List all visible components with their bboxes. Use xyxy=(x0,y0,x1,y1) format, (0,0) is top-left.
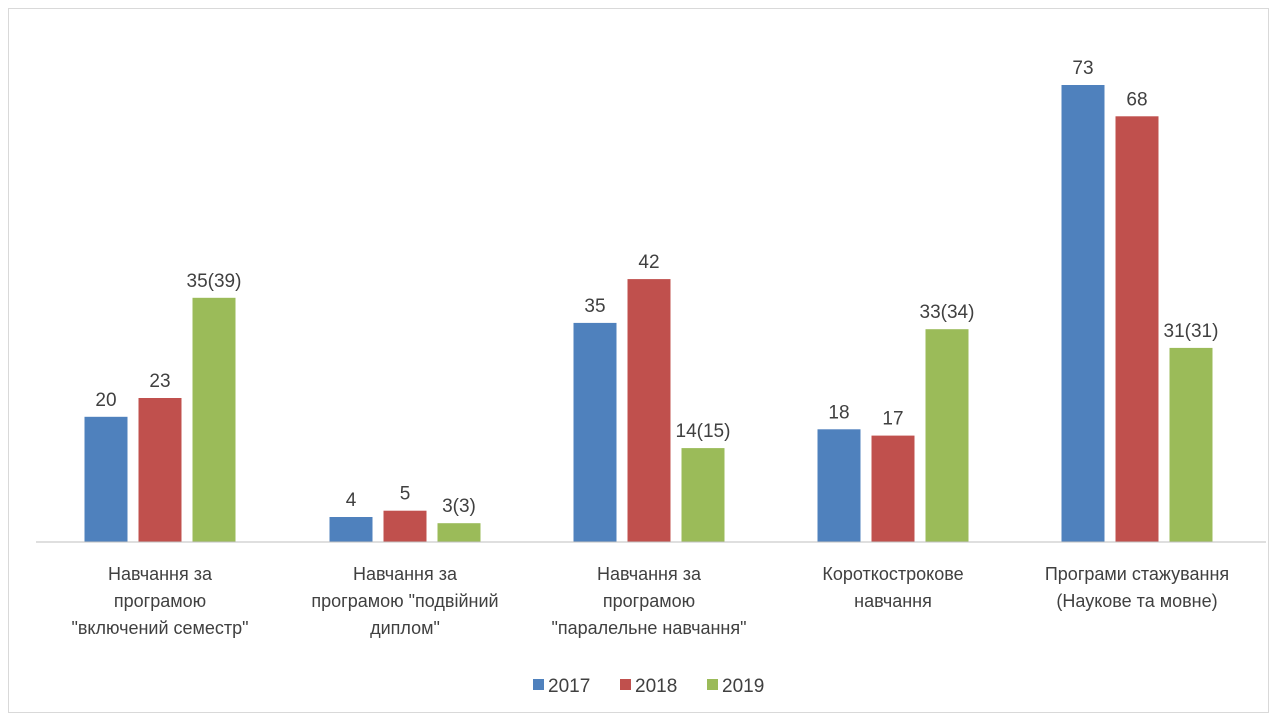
category-label-2: Навчання за програмою "подвійний диплом" xyxy=(311,564,498,638)
bar-2017-cat-5 xyxy=(1061,85,1105,542)
data-labels-layer: 20 4 35 18 73 23 5 42 17 68 35(39) 3(3) 14(15) 33(34)… xyxy=(95,58,1218,517)
data-label-2017-cat-5: 73 xyxy=(1072,58,1093,79)
category-labels-layer: Навчання за програмою "включений семестр" Н… xyxy=(71,564,1229,638)
legend-label-2018: 2018 xyxy=(635,676,677,697)
bar-2017-cat-3 xyxy=(573,322,617,542)
data-label-2017-cat-1: 20 xyxy=(95,390,116,411)
data-label-2019-cat-3: 14(15) xyxy=(676,421,731,442)
data-label-2017-cat-4: 18 xyxy=(828,402,849,423)
bar-2019-cat-2 xyxy=(437,523,481,542)
legend-label-2019: 2019 xyxy=(722,676,764,697)
data-label-2017-cat-3: 35 xyxy=(584,296,605,317)
category-label-1: Навчання за програмою "включений семестр" xyxy=(71,564,248,638)
bar-2017-cat-2 xyxy=(329,517,373,542)
category-label-3: Навчання за програмою "паралельне навчання… xyxy=(551,564,746,638)
data-label-2018-cat-4: 17 xyxy=(882,409,903,430)
legend-swatch-2017 xyxy=(533,679,544,690)
legend-label-2017: 2017 xyxy=(548,676,590,697)
bar-2018-cat-4 xyxy=(871,435,915,542)
data-label-2019-cat-1: 35(39) xyxy=(187,271,242,292)
bar-2018-cat-1 xyxy=(138,398,182,542)
legend: 2017 2018 2019 xyxy=(533,676,764,697)
bars-layer xyxy=(84,85,1213,543)
bar-2019-cat-1 xyxy=(192,297,236,542)
data-label-2018-cat-2: 5 xyxy=(400,484,411,505)
bar-2017-cat-1 xyxy=(84,416,128,542)
bar-2019-cat-5 xyxy=(1169,347,1213,542)
category-label-5: Програми стажування (Наукове та мовне) xyxy=(1045,564,1229,611)
bar-2018-cat-3 xyxy=(627,279,671,542)
data-label-2018-cat-3: 42 xyxy=(638,252,659,273)
category-label-4: Короткострокове навчання xyxy=(822,564,963,611)
bar-2019-cat-4 xyxy=(925,329,969,542)
bar-2017-cat-4 xyxy=(817,429,861,542)
legend-swatch-2018 xyxy=(620,679,631,690)
legend-swatch-2019 xyxy=(707,679,718,690)
data-label-2019-cat-4: 33(34) xyxy=(920,302,975,323)
bar-2018-cat-5 xyxy=(1115,116,1159,543)
data-label-2019-cat-2: 3(3) xyxy=(442,496,476,517)
data-label-2018-cat-1: 23 xyxy=(149,371,170,392)
data-label-2019-cat-5: 31(31) xyxy=(1164,321,1219,342)
data-label-2018-cat-5: 68 xyxy=(1126,89,1147,110)
bar-2018-cat-2 xyxy=(383,510,427,542)
data-label-2017-cat-2: 4 xyxy=(346,490,357,511)
bar-2019-cat-3 xyxy=(681,448,725,542)
